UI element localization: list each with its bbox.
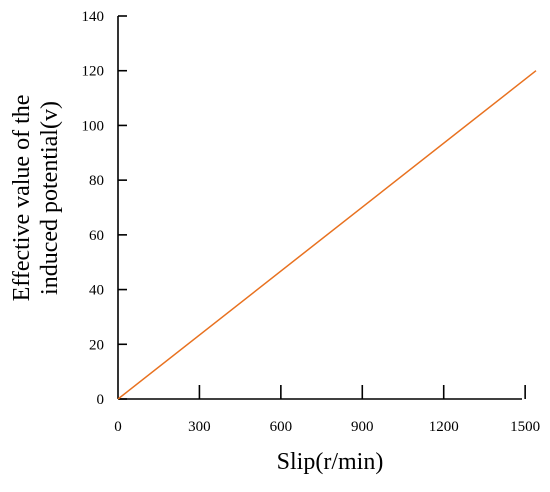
series-line <box>117 70 537 400</box>
y-tick-label: 140 <box>82 9 105 25</box>
x-tick-label: 1200 <box>429 419 459 435</box>
y-tick-label: 60 <box>89 228 104 244</box>
y-axis-title: Effective value of the induced potential… <box>9 95 63 302</box>
x-tick-label: 600 <box>270 419 293 435</box>
y-axis-title-line-1: Effective value of the <box>9 95 35 302</box>
x-axis-title: Slip(r/min) <box>277 449 384 475</box>
y-tick-label: 20 <box>89 337 104 353</box>
x-tick-label: 1500 <box>510 419 540 435</box>
y-tick-label: 80 <box>89 173 104 189</box>
y-tick-label: 120 <box>82 64 105 80</box>
x-tick-label: 300 <box>188 419 211 435</box>
x-axis: 0 300 600 900 1200 1500 <box>114 385 540 435</box>
y-axis-title-line-2: induced potential(v) <box>37 101 63 295</box>
y-tick-label: 40 <box>89 283 104 299</box>
x-tick-label: 900 <box>351 419 374 435</box>
y-tick-label: 0 <box>97 392 105 408</box>
x-tick-label: 0 <box>114 419 122 435</box>
y-tick-label: 100 <box>82 118 105 134</box>
series-group <box>117 70 537 400</box>
y-axis: 0 20 40 60 80 100 120 140 <box>82 9 127 408</box>
